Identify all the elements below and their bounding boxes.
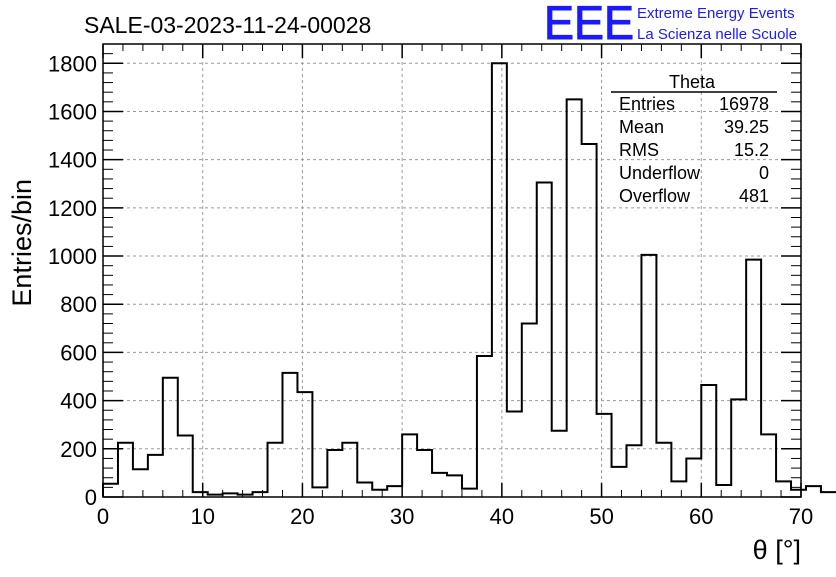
histogram-bin <box>507 411 522 497</box>
histogram-bin <box>746 260 761 497</box>
histogram-bin <box>178 436 193 497</box>
histogram-bin <box>492 63 507 497</box>
histogram-bin <box>103 484 118 497</box>
y-axis-label: Entries/bin <box>7 179 37 307</box>
x-tick-label: 10 <box>190 504 214 529</box>
y-tick-label: 200 <box>60 437 97 462</box>
histogram-bin <box>342 443 357 497</box>
histogram-bin <box>806 486 821 497</box>
histogram-bin <box>447 475 462 497</box>
logo-line-1: Extreme Energy Events <box>637 5 795 22</box>
stats-entries-value: 16978 <box>719 94 769 114</box>
x-tick-label: 30 <box>390 504 414 529</box>
histogram-bin <box>686 458 701 497</box>
x-tick-label: 70 <box>789 504 813 529</box>
histogram-bin <box>282 373 297 497</box>
stats-entries-label: Entries <box>619 94 675 114</box>
histogram-bin <box>432 473 447 497</box>
histogram-bin <box>612 467 627 497</box>
x-axis-label: θ [°] <box>753 535 801 565</box>
logo-line-2: La Scienza nelle Scuole <box>637 26 797 43</box>
x-tick-label: 20 <box>290 504 314 529</box>
histogram-bin <box>552 431 567 497</box>
histogram-bin <box>731 399 746 497</box>
x-tick-label: 50 <box>589 504 613 529</box>
stats-underflow-label: Underflow <box>619 163 701 183</box>
histogram-bin <box>118 443 133 497</box>
y-tick-label: 800 <box>60 292 97 317</box>
histogram-bin <box>268 443 283 497</box>
histogram-bin <box>133 469 148 497</box>
y-tick-label: 0 <box>85 485 97 510</box>
histogram-bin <box>522 324 537 497</box>
stats-mean-label: Mean <box>619 117 664 137</box>
histogram-bin <box>761 434 776 497</box>
stats-overflow-label: Overflow <box>619 186 691 206</box>
x-tick-label: 0 <box>97 504 109 529</box>
histogram-bin <box>716 485 731 497</box>
stats-underflow-value: 0 <box>759 163 769 183</box>
histogram-bin <box>148 455 163 497</box>
chart-title: SALE-03-2023-11-24-00028 <box>84 12 371 38</box>
histogram-bin <box>372 490 387 497</box>
x-tick-label: 40 <box>490 504 514 529</box>
stats-overflow-value: 481 <box>739 186 769 206</box>
y-tick-label: 600 <box>60 340 97 365</box>
histogram-bin <box>671 481 686 497</box>
histogram-bin <box>582 144 597 497</box>
y-tick-label: 1600 <box>48 99 97 124</box>
y-tick-label: 1200 <box>48 196 97 221</box>
y-tick-label: 1000 <box>48 244 97 269</box>
histogram-bin <box>821 492 836 497</box>
stats-title: Theta <box>669 72 716 92</box>
y-tick-label: 1800 <box>48 51 97 76</box>
histogram-bin <box>402 434 417 497</box>
histogram-bin <box>537 183 552 497</box>
histogram-bin <box>641 255 656 497</box>
histogram-bin <box>567 99 582 497</box>
histogram-bin <box>327 450 342 497</box>
histogram-bin <box>627 445 642 497</box>
histogram-bin <box>417 450 432 497</box>
histogram-bin <box>656 443 671 497</box>
y-tick-label: 400 <box>60 389 97 414</box>
histogram-bin <box>701 385 716 497</box>
histogram-bin <box>477 356 492 497</box>
x-tick-label: 60 <box>689 504 713 529</box>
histogram-bin <box>357 483 372 497</box>
histogram-bin <box>387 486 402 497</box>
histogram-bin <box>163 378 178 497</box>
histogram-bin <box>297 392 312 497</box>
stats-rms-label: RMS <box>619 140 659 160</box>
eee-logo: EEE <box>544 0 634 49</box>
histogram-bin <box>597 414 612 497</box>
histogram-bin <box>791 490 806 497</box>
y-tick-label: 1400 <box>48 148 97 173</box>
stats-rms-value: 15.2 <box>734 140 769 160</box>
histogram-bin <box>462 489 477 497</box>
stats-mean-value: 39.25 <box>724 117 769 137</box>
histogram-bin <box>312 487 327 497</box>
histogram-bin <box>776 481 791 497</box>
